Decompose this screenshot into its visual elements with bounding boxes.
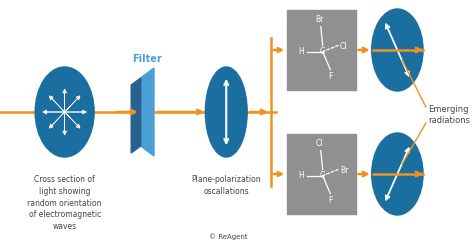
Text: Br: Br [316, 15, 324, 24]
Text: © ReAgent: © ReAgent [209, 233, 247, 240]
FancyArrow shape [49, 96, 64, 112]
FancyArrow shape [49, 112, 64, 128]
Text: Emerging
radiations: Emerging radiations [428, 105, 470, 125]
Ellipse shape [35, 67, 94, 157]
Polygon shape [141, 68, 154, 156]
FancyArrow shape [64, 96, 80, 112]
Text: Br: Br [340, 166, 348, 175]
Ellipse shape [205, 67, 247, 157]
Text: Cl: Cl [340, 42, 347, 51]
Bar [287, 134, 356, 214]
Text: H: H [298, 171, 304, 180]
Text: C: C [320, 47, 325, 56]
FancyArrow shape [64, 112, 80, 128]
FancyArrow shape [43, 110, 64, 114]
Text: F: F [328, 196, 332, 205]
Text: Cross section of
light showing
random orientation
of electromagnetic
waves: Cross section of light showing random or… [27, 175, 102, 231]
Text: C: C [320, 171, 325, 180]
FancyArrow shape [64, 110, 87, 114]
Polygon shape [131, 78, 141, 153]
Text: F: F [328, 72, 332, 81]
Text: H: H [298, 47, 304, 56]
Text: Filter: Filter [132, 54, 162, 64]
FancyArrow shape [63, 112, 66, 135]
Text: Plane-polarization
oscallations: Plane-polarization oscallations [191, 175, 261, 196]
FancyArrow shape [63, 89, 66, 112]
Ellipse shape [372, 9, 423, 91]
Bar [287, 10, 356, 90]
Ellipse shape [372, 133, 423, 215]
Text: Cl: Cl [316, 139, 324, 148]
